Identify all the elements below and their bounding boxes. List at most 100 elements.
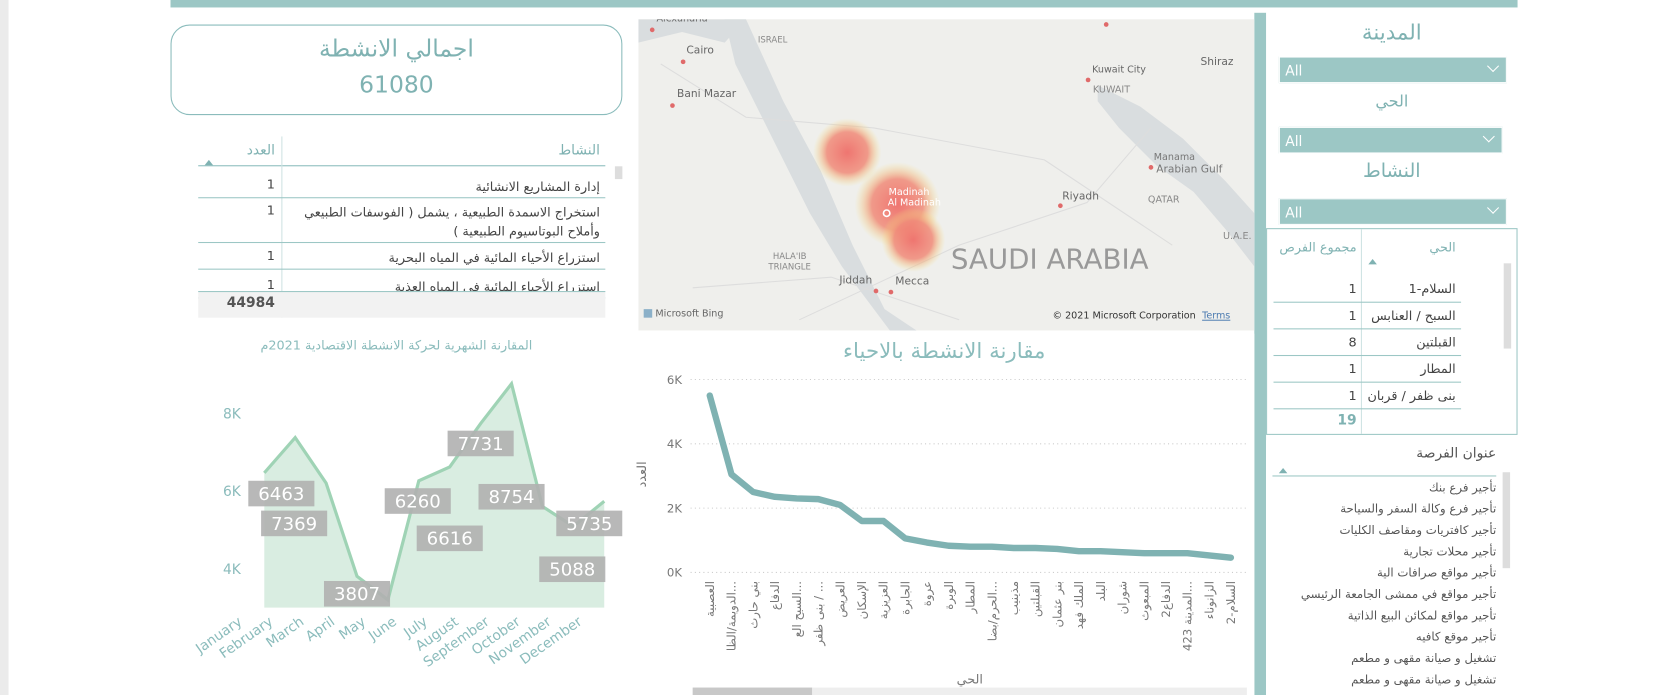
value-label-box: [384, 488, 451, 514]
table-row: [198, 200, 606, 244]
value-label-box: [416, 525, 483, 552]
map-label: TRIANGLE: [767, 263, 811, 273]
map-label: Kuwait City: [1092, 64, 1146, 75]
slicer-dropdown[interactable]: All: [1278, 198, 1507, 225]
slicer-value: All: [1285, 205, 1303, 222]
list-item[interactable]: تأجير محلات تجارية: [1403, 544, 1497, 559]
table-row: [198, 246, 606, 270]
district-name: المطار: [1420, 361, 1456, 377]
map-label: QATAR: [1148, 195, 1180, 206]
map-label: Cairo: [686, 43, 714, 56]
activity-name: استزراع الأحياء المائية في المياه البحري…: [388, 250, 600, 266]
x-tick-label: العريض: [833, 581, 848, 618]
y-tick-label: 8K: [223, 406, 242, 422]
x-tick-label: الزانوناء: [1202, 581, 1217, 619]
x-tick-label: بنى ظفر / ...: [812, 581, 827, 647]
bing-logo: [643, 309, 653, 318]
map-label: Alexandria: [656, 19, 707, 24]
x-tick-label: العصبية: [703, 581, 717, 617]
filter-panel: المدينة All الحي All النشاط All الحي مجموع الفر…: [1266, 13, 1518, 695]
district-name: القبلتين: [1416, 334, 1456, 350]
table-row: [1273, 383, 1462, 410]
x-tick-label: الإسكان: [855, 581, 869, 619]
activity-table: النشاط العدد إدارة المشاريع الانشائية 1 استخ…: [198, 136, 623, 318]
list-item[interactable]: تأجير موقع كافيه: [1415, 630, 1497, 644]
value-label-box: [261, 510, 328, 537]
scrollbar[interactable]: [1502, 472, 1511, 569]
x-tick-label: العزيزية: [877, 581, 892, 619]
city-dot: [680, 59, 686, 65]
list-item[interactable]: تأجير فرع بنك: [1428, 480, 1497, 495]
x-tick-label: الحرم/بضا...: [985, 581, 1000, 641]
x-tick-label: البلد: [1094, 581, 1108, 601]
y-tick-label: 6K: [223, 484, 242, 500]
scrollbar[interactable]: [614, 166, 623, 180]
dropdown-chevron: [1487, 201, 1500, 214]
city-dot: [1085, 77, 1091, 83]
x-tick-label: May: [336, 614, 369, 644]
map-label: Al Madinah: [888, 198, 941, 209]
list-item[interactable]: تأجير مواقع لمكائن البيع الذاتية: [1347, 608, 1497, 623]
left-margin: [0, 0, 9, 695]
map-label: HALA'IB: [773, 252, 807, 262]
value-label-box: [478, 483, 545, 510]
list-item[interactable]: تشغيل و صيانة مقهى و مطعم: [1351, 672, 1497, 687]
column-header: الحي: [1429, 239, 1456, 255]
divider-bar: [1254, 12, 1267, 695]
district-name: بنى ظفر / قربان: [1367, 388, 1456, 403]
value-label-box: [556, 510, 623, 537]
map-label: Riyadh: [1062, 189, 1099, 202]
list-divider: [1272, 475, 1497, 477]
list-item[interactable]: تأجير مواقع في ممشى الجامعة الرئيسي: [1300, 587, 1497, 602]
map-attribution: © 2021 Microsoft Corporation: [1052, 311, 1195, 322]
district-count: 1: [1348, 308, 1357, 323]
table-row: [198, 175, 606, 199]
column-header: مجموع الفرص: [1279, 239, 1357, 255]
location-pin: [882, 209, 891, 218]
city-dot: [1148, 165, 1154, 170]
mediterranean: [638, 19, 746, 43]
x-tick-label: مذينيب: [1007, 581, 1021, 615]
gulf: [1097, 85, 1255, 267]
value-label: 6616: [427, 529, 473, 550]
city-dot: [873, 288, 879, 294]
value-label: 7731: [458, 434, 504, 455]
map-label: ISRAEL: [758, 36, 788, 46]
map-label: Manama: [1154, 152, 1195, 163]
dropdown-chevron: [1482, 130, 1495, 143]
list-item[interactable]: تشغيل و صيانة مقهى و مطعم: [1351, 651, 1497, 666]
total-value: 19: [1337, 412, 1357, 429]
district-table: الحي مجموع الفرص السلام-1 1 السبح / العنابس 1…: [1266, 228, 1518, 435]
value-label: 7369: [271, 514, 317, 535]
heat-spot: [881, 207, 946, 272]
column-divider: [1360, 229, 1362, 434]
value-label: 8754: [488, 487, 534, 508]
map-label: Bani Mazar: [677, 87, 737, 100]
slicer-dropdown[interactable]: All: [1278, 56, 1507, 84]
map-label: Mecca: [895, 275, 929, 288]
scrollbar[interactable]: [1503, 263, 1512, 349]
slicer-dropdown[interactable]: All: [1278, 126, 1503, 154]
table-row: [1273, 356, 1462, 383]
sort-icon: [1368, 259, 1377, 265]
slicer-label: النشاط: [1362, 159, 1421, 183]
table-row: [1273, 276, 1462, 303]
value-label: 3807: [334, 584, 380, 605]
map-terms[interactable]: Terms: [1201, 311, 1230, 322]
district-count: 1: [1348, 388, 1357, 403]
kpi-card: اجمالي الانشطة 61080: [170, 24, 623, 116]
district-name: السلام-1: [1408, 281, 1456, 297]
table-header: [198, 136, 606, 167]
scrollbar-track: [692, 687, 1247, 695]
district-count: 1: [1348, 281, 1357, 297]
activity-count: 1: [266, 248, 275, 264]
scrollbar-thumb[interactable]: [692, 687, 813, 695]
list-item[interactable]: تأجير فرع وكالة السفر والسياحة: [1340, 502, 1497, 516]
column-divider: [281, 136, 283, 318]
list-item[interactable]: تأجير كافتريات ومقاصف الكليات: [1339, 523, 1497, 538]
district-count: 8: [1348, 334, 1357, 350]
list-item[interactable]: تأجير مواقع صرافات الية: [1377, 566, 1497, 580]
value-label: 5735: [566, 514, 612, 535]
x-tick-label: April: [303, 614, 338, 645]
